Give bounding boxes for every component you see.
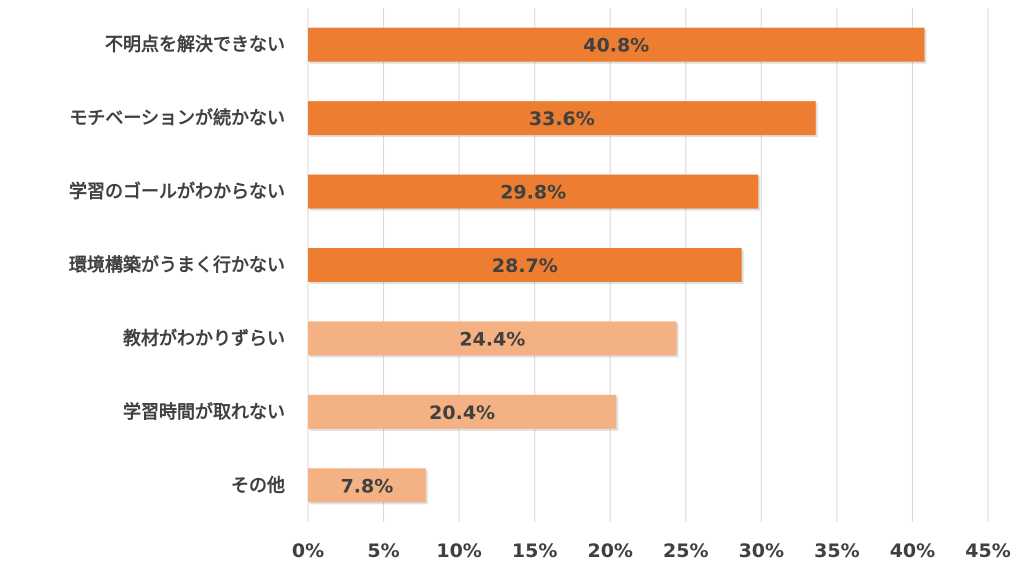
bar	[308, 394, 617, 429]
data-label: 40.8%	[583, 35, 649, 57]
data-label: 29.8%	[500, 182, 566, 204]
bar	[308, 468, 426, 503]
x-tick-label: 10%	[436, 540, 481, 562]
data-label: 33.6%	[529, 108, 595, 130]
x-tick-label: 0%	[292, 540, 324, 562]
x-tick-label: 15%	[512, 540, 557, 562]
x-tick-label: 35%	[814, 540, 859, 562]
bar	[308, 248, 742, 282]
category-label: 学習のゴールがわからない	[69, 181, 285, 203]
category-label: 教材がわかりずらい	[123, 327, 285, 349]
x-tick-label: 45%	[965, 540, 1010, 562]
bar	[308, 321, 677, 356]
data-label: 28.7%	[492, 255, 558, 277]
data-label: 24.4%	[459, 328, 525, 350]
x-tick-labels: 0% 5% 10% 15% 20% 25% 30% 35% 40% 45%	[292, 540, 1011, 562]
category-label: 学習時間が取れない	[123, 401, 285, 423]
category-label: その他	[231, 474, 285, 496]
data-label: 7.8%	[341, 475, 394, 497]
bar	[308, 101, 816, 136]
data-labels: 40.8% 33.6% 29.8% 28.7% 24.4% 20.4% 7.8%	[341, 35, 650, 498]
x-tick-label: 20%	[587, 540, 632, 562]
bar	[308, 27, 925, 62]
x-tick-label: 25%	[663, 540, 708, 562]
x-tick-label: 5%	[367, 540, 399, 562]
bar	[308, 174, 759, 209]
x-tick-label: 30%	[739, 540, 784, 562]
category-label: 環境構築がうまく行かない	[69, 254, 285, 276]
x-tick-label: 40%	[890, 540, 935, 562]
category-label: モチベーションが続かない	[69, 107, 285, 129]
bars	[308, 27, 927, 505]
data-label: 20.4%	[429, 402, 495, 424]
category-labels: 不明点を解決できないモチベーションが続かない学習のゴールがわからない環境構築がう…	[69, 34, 285, 497]
category-label: 不明点を解決できない	[105, 34, 285, 56]
